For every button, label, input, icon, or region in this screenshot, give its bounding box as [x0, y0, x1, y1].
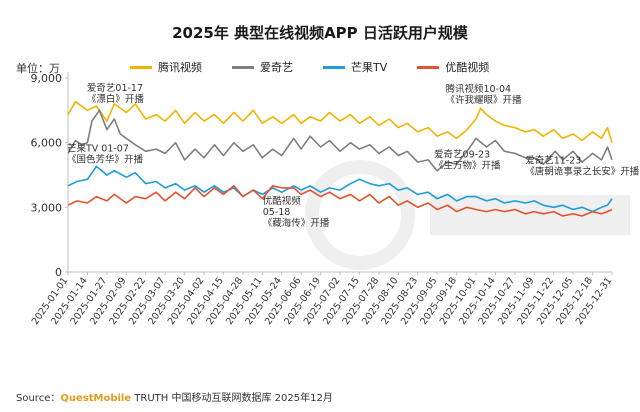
annotation-line: 《漂白》开播 [87, 93, 145, 105]
legend-item-mango[interactable]: 芒果TV [323, 59, 387, 75]
source-brand: QuestMobile [60, 393, 132, 404]
annotation-line: 爱奇艺09-23 [434, 148, 490, 160]
legend-swatch-youku [417, 65, 440, 69]
y-tick-label: 6,000 [31, 137, 63, 150]
series-line-youku [67, 185, 613, 217]
annotation-line: 《国色芳华》开播 [67, 153, 144, 165]
source-note: Source：QuestMobile TRUTH 中国移动互联网数据库 2025… [16, 389, 333, 404]
legend-item-tencent[interactable]: 腾讯视频 [130, 59, 202, 75]
legend-swatch-mango [323, 65, 345, 69]
annotation-line: 《藏海传》开播 [263, 217, 330, 229]
annotation-mango-0107: 芒果TV 01-07 《国色芳华》开播 [67, 142, 144, 165]
source-prefix: Source： [16, 393, 61, 404]
annotation-iqiyi-0117: 爱奇艺01-17 《漂白》开播 [87, 82, 145, 105]
annotation-line: 芒果TV 01-07 [67, 142, 129, 154]
annotation-youku-0518: 优酷视频 05-18 《藏海传》开播 [263, 195, 330, 229]
legend-label-mango: 芒果TV [351, 61, 388, 74]
legend-label-iqiyi: 爱奇艺 [260, 61, 293, 74]
y-tick-label: 9,000 [31, 72, 63, 85]
annotation-line: 腾讯视频10-04 [445, 83, 511, 95]
annotation-line: 《唐朝诡事录之长安》开播 [525, 165, 640, 177]
legend-swatch-tencent [130, 65, 152, 69]
legend-item-iqiyi[interactable]: 爱奇艺 [232, 59, 293, 75]
annotation-tencent-1004: 腾讯视频10-04 《许我耀眼》开播 [445, 83, 522, 106]
annotation-line: 《许我耀眼》开播 [445, 94, 522, 106]
annotation-line: 爱奇艺11-23 [525, 154, 581, 166]
annotation-line: 优酷视频 [263, 195, 302, 207]
annotation-line: 《生万物》开播 [434, 159, 501, 171]
legend-item-youku[interactable]: 优酷视频 [417, 59, 489, 75]
annotation-iqiyi-1123: 爱奇艺11-23 《唐朝诡事录之长安》开播 [525, 154, 640, 177]
legend-swatch-iqiyi [232, 65, 254, 69]
y-tick-label: 3,000 [31, 201, 63, 214]
legend: 腾讯视频 爱奇艺 芒果TV 优酷视频 [130, 60, 489, 74]
annotation-line: 爱奇艺01-17 [87, 82, 143, 94]
annotation-line: 05-18 [263, 207, 291, 218]
annotation-iqiyi-0923: 爱奇艺09-23 《生万物》开播 [434, 148, 501, 171]
legend-label-tencent: 腾讯视频 [158, 61, 202, 74]
series-line-iqiyi [67, 109, 613, 172]
series-line-mango [67, 165, 613, 213]
y-unit-label: 单位：万 [16, 62, 60, 75]
series-line-tencent [67, 100, 613, 143]
source-suffix: TRUTH 中国移动互联网数据库 2025年12月 [131, 393, 333, 404]
legend-label-youku: 优酷视频 [445, 61, 490, 74]
y-tick-label: 0 [55, 266, 62, 279]
chart-title: 2025年 典型在线视频APP 日活跃用户规模 [172, 24, 468, 42]
